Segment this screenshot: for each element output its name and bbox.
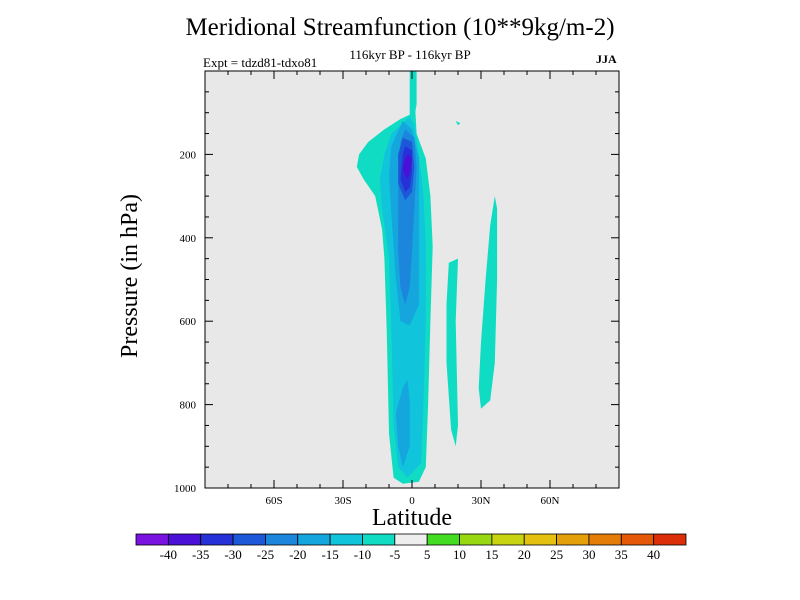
colorbar-group: -40 -35 -30 -25 -20 -15 -10 -5 5 10 15 20 25 30 35 40 bbox=[135, 533, 687, 562]
colorbar-swatch bbox=[426, 533, 460, 546]
colorbar-label: -20 bbox=[289, 547, 306, 562]
colorbar-swatch bbox=[523, 533, 557, 546]
colorbar-swatch bbox=[394, 533, 428, 546]
x-tick-label: 0 bbox=[409, 495, 415, 507]
y-tick-label: 400 bbox=[180, 233, 197, 245]
colorbar-swatch bbox=[167, 533, 202, 546]
season-label: JJA bbox=[596, 52, 617, 66]
colorbar-label: 25 bbox=[550, 547, 563, 562]
contour-top-plume bbox=[412, 71, 417, 117]
colorbar-swatch bbox=[588, 533, 622, 546]
axes-group: 200 400 600 800 1000 60S 30S 0 30N 60N bbox=[174, 70, 620, 507]
colorbar-swatch bbox=[362, 533, 396, 546]
colorbar-label: -25 bbox=[257, 547, 274, 562]
y-tick-label: 600 bbox=[180, 316, 197, 328]
colorbar-swatch bbox=[232, 533, 266, 546]
x-tick-label: 60N bbox=[541, 495, 560, 507]
x-tick-label: 30S bbox=[334, 495, 351, 507]
colorbar-swatch bbox=[459, 533, 493, 546]
experiment-label: Expt = tdzd81-tdxo81 bbox=[203, 55, 318, 70]
colorbar-label: 10 bbox=[453, 547, 466, 562]
x-axis-label: Latitude bbox=[372, 505, 452, 531]
colorbar-swatch bbox=[200, 533, 234, 546]
colorbar-label: -40 bbox=[160, 547, 177, 562]
y-axis-label: Pressure (in hPa) bbox=[117, 194, 143, 358]
contour-lower-cell-minus15 bbox=[395, 379, 410, 468]
colorbar-label: -35 bbox=[192, 547, 209, 562]
contour-blob-20n bbox=[455, 121, 461, 126]
colorbar-swatch bbox=[329, 533, 363, 546]
y-tick-label: 1000 bbox=[174, 483, 197, 495]
y-tick-label: 200 bbox=[180, 149, 197, 161]
colorbar-label: 20 bbox=[518, 547, 531, 562]
colorbar-label: -5 bbox=[389, 547, 400, 562]
contour-north-cell-15n bbox=[446, 258, 458, 447]
colorbar-swatch bbox=[491, 533, 525, 546]
colorbar-swatch bbox=[556, 533, 590, 546]
contour-main-cell-minus35 bbox=[402, 154, 412, 180]
colorbar-swatch bbox=[620, 533, 655, 546]
colorbar-label: 15 bbox=[485, 547, 498, 562]
colorbar-label: 35 bbox=[615, 547, 628, 562]
colorbar-swatch bbox=[265, 533, 299, 546]
contour-north-cell-30n bbox=[478, 196, 498, 409]
colorbar-label: 40 bbox=[647, 547, 660, 562]
chart-subtitle: 116kyr BP - 116kyr BP bbox=[349, 47, 471, 62]
plot-area-group bbox=[205, 71, 619, 488]
y-tick-label: 800 bbox=[180, 400, 197, 412]
colorbar-label: -30 bbox=[224, 547, 241, 562]
colorbar-label: -15 bbox=[321, 547, 338, 562]
x-tick-label: 60S bbox=[265, 495, 282, 507]
colorbar-swatch bbox=[135, 533, 169, 546]
chart-title: Meridional Streamfunction (10**9kg/m-2) bbox=[185, 14, 615, 41]
colorbar-swatch bbox=[653, 533, 687, 546]
colorbar-swatch bbox=[297, 533, 331, 546]
colorbar-label: 30 bbox=[582, 547, 595, 562]
colorbar-label: -10 bbox=[354, 547, 371, 562]
x-tick-label: 30N bbox=[472, 495, 491, 507]
colorbar-label: 5 bbox=[424, 547, 431, 562]
